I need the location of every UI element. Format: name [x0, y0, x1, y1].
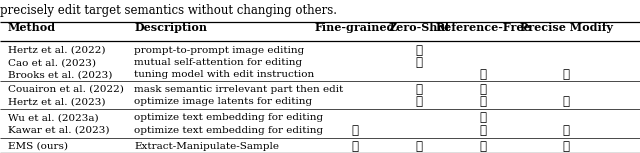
Text: mutual self-attention for editing: mutual self-attention for editing — [134, 58, 303, 67]
Text: Couairon et al. (2022): Couairon et al. (2022) — [8, 85, 124, 94]
Text: ✓: ✓ — [480, 95, 486, 108]
Text: ✓: ✓ — [563, 95, 570, 108]
Text: Reference-Free: Reference-Free — [435, 22, 531, 33]
Text: ✓: ✓ — [563, 69, 570, 81]
Text: ✓: ✓ — [352, 140, 358, 153]
Text: ✓: ✓ — [416, 56, 422, 69]
Text: EMS (ours): EMS (ours) — [8, 142, 68, 151]
Text: Precise Modify: Precise Modify — [520, 22, 613, 33]
Text: ✓: ✓ — [416, 44, 422, 57]
Text: ✓: ✓ — [480, 140, 486, 153]
Text: ✓: ✓ — [352, 124, 358, 136]
Text: ✓: ✓ — [480, 111, 486, 124]
Text: optimize image latents for editing: optimize image latents for editing — [134, 97, 312, 106]
Text: ✓: ✓ — [416, 140, 422, 153]
Text: ✓: ✓ — [416, 95, 422, 108]
Text: prompt-to-prompt image editing: prompt-to-prompt image editing — [134, 46, 305, 55]
Text: ✓: ✓ — [563, 124, 570, 136]
Text: Extract-Manipulate-Sample: Extract-Manipulate-Sample — [134, 142, 280, 151]
Text: Method: Method — [8, 22, 56, 33]
Text: ✓: ✓ — [563, 140, 570, 153]
Text: optimize text embedding for editing: optimize text embedding for editing — [134, 113, 324, 122]
Text: ✓: ✓ — [480, 69, 486, 81]
Text: ✓: ✓ — [416, 83, 422, 96]
Text: optimize text embedding for editing: optimize text embedding for editing — [134, 126, 324, 134]
Text: tuning model with edit instruction: tuning model with edit instruction — [134, 71, 315, 79]
Text: ✓: ✓ — [480, 83, 486, 96]
Text: Zero-Shot: Zero-Shot — [388, 22, 450, 33]
Text: ✓: ✓ — [480, 124, 486, 136]
Text: Hertz et al. (2022): Hertz et al. (2022) — [8, 46, 105, 55]
Text: Wu et al. (2023a): Wu et al. (2023a) — [8, 113, 99, 122]
Text: precisely edit target semantics without changing others.: precisely edit target semantics without … — [0, 4, 337, 17]
Text: mask semantic irrelevant part then edit: mask semantic irrelevant part then edit — [134, 85, 344, 94]
Text: Cao et al. (2023): Cao et al. (2023) — [8, 58, 96, 67]
Text: Description: Description — [134, 22, 207, 33]
Text: Fine-grained: Fine-grained — [315, 22, 396, 33]
Text: Kawar et al. (2023): Kawar et al. (2023) — [8, 126, 109, 134]
Text: Hertz et al. (2023): Hertz et al. (2023) — [8, 97, 105, 106]
Text: Brooks et al. (2023): Brooks et al. (2023) — [8, 71, 112, 79]
